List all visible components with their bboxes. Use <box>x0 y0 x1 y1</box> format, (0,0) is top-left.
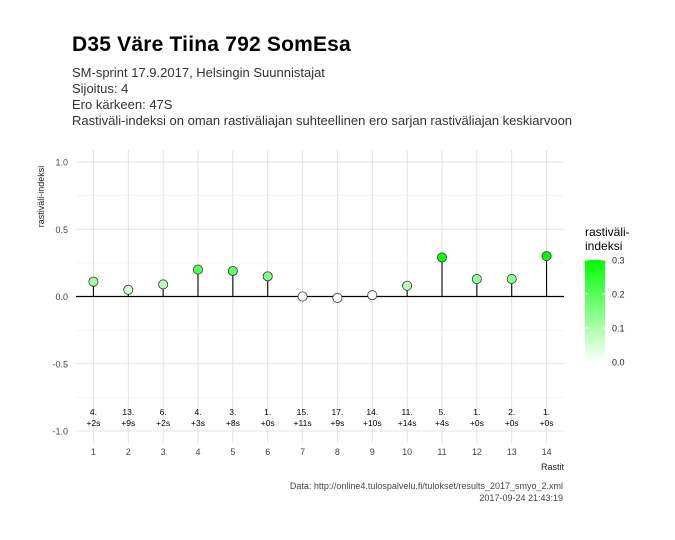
data-point <box>436 252 447 263</box>
x-tick-label: 3 <box>161 447 166 457</box>
rank-label: 11. <box>402 407 413 417</box>
gap-label: +14s <box>398 418 417 428</box>
legend-title-line-2: indeksi <box>585 239 622 253</box>
subtitle-line-1: SM-sprint 17.9.2017, Helsingin Suunnista… <box>72 65 325 80</box>
legend-tick-label: 0.3 <box>612 256 625 266</box>
data-point <box>541 251 552 262</box>
x-tick-label: 5 <box>230 447 235 457</box>
x-tick-label: 13 <box>507 447 517 457</box>
x-tick-label: 1 <box>91 447 96 457</box>
gap-label: +0s <box>261 418 275 428</box>
timestamp-caption: 2017-09-24 21:43:19 <box>479 493 563 503</box>
data-point <box>367 290 378 301</box>
x-tick-label: 11 <box>437 447 446 457</box>
y-tick-label: 0.0 <box>55 292 68 302</box>
legend-tick-label: 0.1 <box>612 324 625 334</box>
data-point <box>402 280 413 291</box>
gap-label: +11s <box>294 418 312 428</box>
x-tick-label: 14 <box>542 447 552 457</box>
rank-label: 1. <box>264 407 271 417</box>
x-tick-label: 8 <box>335 447 340 457</box>
gap-label: +9s <box>121 418 135 428</box>
gap-label: +2s <box>156 418 170 428</box>
x-tick-label: 6 <box>265 447 270 457</box>
gap-label: +8s <box>226 418 240 428</box>
y-tick-label: -1.0 <box>52 427 68 437</box>
data-point <box>262 271 273 282</box>
gap-label: +9s <box>330 418 344 428</box>
legend-colorbar <box>585 260 605 362</box>
data-marks: 4.+2s13.+9s6.+2s4.+3s3.+8s1.+0s15.+11s17… <box>86 251 554 428</box>
rank-label: 4. <box>90 407 97 417</box>
legend-title-line-1: rastiväli- <box>585 225 630 239</box>
rank-label: 13. <box>122 407 134 417</box>
legend-tick-label: 0.0 <box>612 358 625 368</box>
x-axis-title: Rastit <box>541 462 565 472</box>
rank-label: 4. <box>194 407 201 417</box>
rank-label: 3. <box>229 407 236 417</box>
gap-label: +3s <box>191 418 205 428</box>
data-point <box>227 265 238 276</box>
x-tick-label: 2 <box>126 447 131 457</box>
y-axis-title: rastiväli-indeksi <box>36 166 46 228</box>
subtitle-line-2: Sijoitus: 4 <box>72 81 129 96</box>
data-point <box>158 279 169 290</box>
axes: 1.00.50.0-0.5-1.01 2 3 4 5 6 7 8 9 10 11 12 13 14rast… <box>36 158 564 473</box>
data-point <box>471 274 482 285</box>
subtitle-line-3: Ero kärkeen: 47S <box>72 97 173 112</box>
rank-label: 6. <box>160 407 167 417</box>
x-tick-label: 10 <box>402 447 412 457</box>
rank-label: 14. <box>366 407 378 417</box>
gap-label: +0s <box>505 418 519 428</box>
x-tick-label: 7 <box>300 447 305 457</box>
data-point <box>506 274 517 285</box>
x-tick-label: 12 <box>472 447 482 457</box>
x-tick-label: 4 <box>195 447 200 457</box>
y-tick-label: 1.0 <box>55 158 68 168</box>
chart-title: D35 Väre Tiina 792 SomEsa <box>72 33 351 56</box>
x-tick-label: 9 <box>370 447 375 457</box>
rank-label: 17. <box>332 407 344 417</box>
data-point <box>88 276 99 287</box>
data-point <box>123 284 134 295</box>
gap-label: +4s <box>435 418 449 428</box>
rank-label: 2. <box>508 407 515 417</box>
data-point <box>297 291 308 302</box>
rank-label: 15. <box>297 407 309 417</box>
legend-tick-label: 0.2 <box>612 290 625 300</box>
rank-label: 1. <box>543 407 550 417</box>
rank-label: 5. <box>438 407 445 417</box>
rank-label: 1. <box>473 407 480 417</box>
gap-label: +0s <box>540 418 554 428</box>
data-source-caption: Data: http://online4.tulospalvelu.fi/tul… <box>289 481 563 491</box>
gap-label: +10s <box>363 418 382 428</box>
gap-label: +0s <box>470 418 484 428</box>
color-legend: rastiväli-indeksi 0.3 0.2 0.1 0.0 <box>585 225 630 368</box>
data-point <box>332 292 343 303</box>
data-point <box>192 264 203 275</box>
y-tick-label: 0.5 <box>55 225 68 235</box>
gap-label: +2s <box>86 418 100 428</box>
subtitle-line-4: Rastiväli-indeksi on oman rastiväliajan … <box>72 113 573 128</box>
y-tick-label: -0.5 <box>52 359 68 369</box>
